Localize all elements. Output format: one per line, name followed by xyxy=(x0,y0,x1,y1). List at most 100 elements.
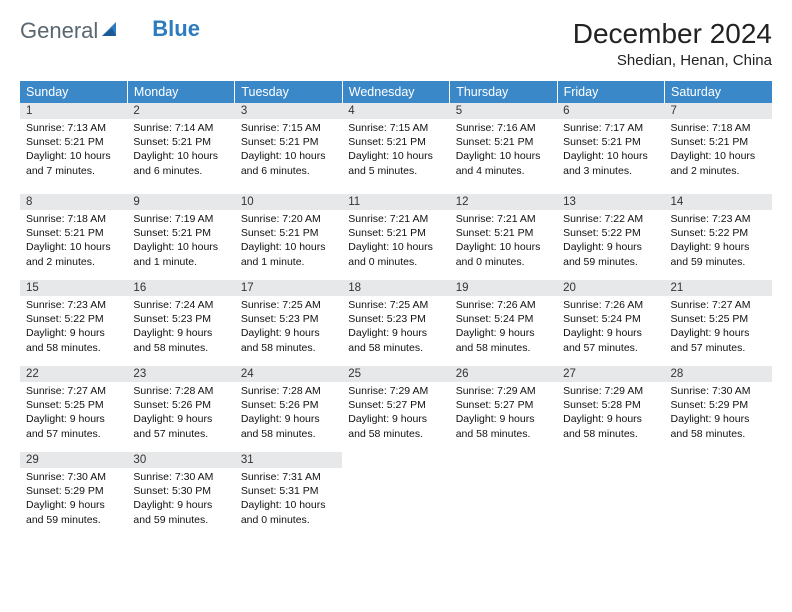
daylight-text-1: Daylight: 10 hours xyxy=(563,149,658,163)
daylight-text-1: Daylight: 9 hours xyxy=(671,412,766,426)
sunset-text: Sunset: 5:22 PM xyxy=(671,226,766,240)
sunset-text: Sunset: 5:29 PM xyxy=(26,484,121,498)
sunset-text: Sunset: 5:31 PM xyxy=(241,484,336,498)
daylight-text-1: Daylight: 10 hours xyxy=(26,149,121,163)
day-number: 7 xyxy=(665,103,772,119)
sunset-text: Sunset: 5:22 PM xyxy=(26,312,121,326)
day-cell: 8Sunrise: 7:18 AMSunset: 5:21 PMDaylight… xyxy=(20,189,127,275)
logo-sail-icon xyxy=(102,18,120,44)
day-cell xyxy=(557,447,664,533)
day-number: 13 xyxy=(557,194,664,210)
week-row: 15Sunrise: 7:23 AMSunset: 5:22 PMDayligh… xyxy=(20,275,772,361)
day-cell: 28Sunrise: 7:30 AMSunset: 5:29 PMDayligh… xyxy=(665,361,772,447)
day-cell: 30Sunrise: 7:30 AMSunset: 5:30 PMDayligh… xyxy=(127,447,234,533)
daylight-text-2: and 59 minutes. xyxy=(563,255,658,269)
daylight-text-1: Daylight: 9 hours xyxy=(671,240,766,254)
daylight-text-1: Daylight: 10 hours xyxy=(241,240,336,254)
daylight-text-2: and 57 minutes. xyxy=(671,341,766,355)
daylight-text-1: Daylight: 9 hours xyxy=(26,326,121,340)
day-cell: 22Sunrise: 7:27 AMSunset: 5:25 PMDayligh… xyxy=(20,361,127,447)
daylight-text-1: Daylight: 9 hours xyxy=(133,326,228,340)
day-number: 26 xyxy=(450,366,557,382)
daylight-text-2: and 57 minutes. xyxy=(133,427,228,441)
day-body: Sunrise: 7:25 AMSunset: 5:23 PMDaylight:… xyxy=(342,296,449,355)
location-label: Shedian, Henan, China xyxy=(573,52,772,69)
daylight-text-2: and 1 minute. xyxy=(133,255,228,269)
day-number: 24 xyxy=(235,366,342,382)
day-number: 9 xyxy=(127,194,234,210)
sunset-text: Sunset: 5:21 PM xyxy=(241,135,336,149)
day-cell: 7Sunrise: 7:18 AMSunset: 5:21 PMDaylight… xyxy=(665,103,772,189)
daylight-text-2: and 59 minutes. xyxy=(133,513,228,527)
day-body: Sunrise: 7:27 AMSunset: 5:25 PMDaylight:… xyxy=(665,296,772,355)
sunrise-text: Sunrise: 7:18 AM xyxy=(26,212,121,226)
day-body: Sunrise: 7:15 AMSunset: 5:21 PMDaylight:… xyxy=(235,119,342,178)
day-body: Sunrise: 7:31 AMSunset: 5:31 PMDaylight:… xyxy=(235,468,342,527)
day-body: Sunrise: 7:27 AMSunset: 5:25 PMDaylight:… xyxy=(20,382,127,441)
daylight-text-1: Daylight: 9 hours xyxy=(671,326,766,340)
day-cell: 20Sunrise: 7:26 AMSunset: 5:24 PMDayligh… xyxy=(557,275,664,361)
sunrise-text: Sunrise: 7:30 AM xyxy=(671,384,766,398)
day-cell xyxy=(450,447,557,533)
daylight-text-1: Daylight: 9 hours xyxy=(348,412,443,426)
daylight-text-1: Daylight: 9 hours xyxy=(563,240,658,254)
sunrise-text: Sunrise: 7:22 AM xyxy=(563,212,658,226)
daylight-text-2: and 2 minutes. xyxy=(26,255,121,269)
sunrise-text: Sunrise: 7:26 AM xyxy=(563,298,658,312)
sunset-text: Sunset: 5:30 PM xyxy=(133,484,228,498)
col-thursday: Thursday xyxy=(450,81,557,103)
day-cell: 3Sunrise: 7:15 AMSunset: 5:21 PMDaylight… xyxy=(235,103,342,189)
sunset-text: Sunset: 5:27 PM xyxy=(456,398,551,412)
col-tuesday: Tuesday xyxy=(235,81,342,103)
day-body: Sunrise: 7:15 AMSunset: 5:21 PMDaylight:… xyxy=(342,119,449,178)
sunrise-text: Sunrise: 7:15 AM xyxy=(348,121,443,135)
daylight-text-1: Daylight: 9 hours xyxy=(456,326,551,340)
day-body: Sunrise: 7:23 AMSunset: 5:22 PMDaylight:… xyxy=(665,210,772,269)
day-body: Sunrise: 7:29 AMSunset: 5:27 PMDaylight:… xyxy=(450,382,557,441)
day-body: Sunrise: 7:19 AMSunset: 5:21 PMDaylight:… xyxy=(127,210,234,269)
day-number: 28 xyxy=(665,366,772,382)
day-number: 21 xyxy=(665,280,772,296)
sunrise-text: Sunrise: 7:17 AM xyxy=(563,121,658,135)
day-body: Sunrise: 7:16 AMSunset: 5:21 PMDaylight:… xyxy=(450,119,557,178)
day-number: 12 xyxy=(450,194,557,210)
day-body: Sunrise: 7:26 AMSunset: 5:24 PMDaylight:… xyxy=(450,296,557,355)
sunset-text: Sunset: 5:23 PM xyxy=(348,312,443,326)
sunset-text: Sunset: 5:27 PM xyxy=(348,398,443,412)
day-number: 2 xyxy=(127,103,234,119)
day-number: 25 xyxy=(342,366,449,382)
daylight-text-2: and 4 minutes. xyxy=(456,164,551,178)
day-body: Sunrise: 7:20 AMSunset: 5:21 PMDaylight:… xyxy=(235,210,342,269)
sunset-text: Sunset: 5:23 PM xyxy=(241,312,336,326)
day-cell: 31Sunrise: 7:31 AMSunset: 5:31 PMDayligh… xyxy=(235,447,342,533)
sunset-text: Sunset: 5:25 PM xyxy=(671,312,766,326)
day-number: 14 xyxy=(665,194,772,210)
day-cell: 15Sunrise: 7:23 AMSunset: 5:22 PMDayligh… xyxy=(20,275,127,361)
daylight-text-1: Daylight: 9 hours xyxy=(456,412,551,426)
sunrise-text: Sunrise: 7:28 AM xyxy=(241,384,336,398)
sunrise-text: Sunrise: 7:18 AM xyxy=(671,121,766,135)
sunrise-text: Sunrise: 7:30 AM xyxy=(26,470,121,484)
day-number: 22 xyxy=(20,366,127,382)
daylight-text-2: and 2 minutes. xyxy=(671,164,766,178)
day-number: 29 xyxy=(20,452,127,468)
day-cell xyxy=(665,447,772,533)
day-number: 10 xyxy=(235,194,342,210)
daylight-text-2: and 58 minutes. xyxy=(671,427,766,441)
day-cell: 5Sunrise: 7:16 AMSunset: 5:21 PMDaylight… xyxy=(450,103,557,189)
col-sunday: Sunday xyxy=(20,81,127,103)
daylight-text-2: and 7 minutes. xyxy=(26,164,121,178)
daylight-text-2: and 6 minutes. xyxy=(241,164,336,178)
day-body: Sunrise: 7:17 AMSunset: 5:21 PMDaylight:… xyxy=(557,119,664,178)
sunset-text: Sunset: 5:21 PM xyxy=(671,135,766,149)
sunrise-text: Sunrise: 7:27 AM xyxy=(671,298,766,312)
daylight-text-1: Daylight: 10 hours xyxy=(133,240,228,254)
day-number: 23 xyxy=(127,366,234,382)
day-number: 31 xyxy=(235,452,342,468)
day-body: Sunrise: 7:28 AMSunset: 5:26 PMDaylight:… xyxy=(127,382,234,441)
day-body: Sunrise: 7:30 AMSunset: 5:29 PMDaylight:… xyxy=(665,382,772,441)
daylight-text-2: and 0 minutes. xyxy=(348,255,443,269)
sunrise-text: Sunrise: 7:15 AM xyxy=(241,121,336,135)
day-cell: 10Sunrise: 7:20 AMSunset: 5:21 PMDayligh… xyxy=(235,189,342,275)
day-cell: 12Sunrise: 7:21 AMSunset: 5:21 PMDayligh… xyxy=(450,189,557,275)
